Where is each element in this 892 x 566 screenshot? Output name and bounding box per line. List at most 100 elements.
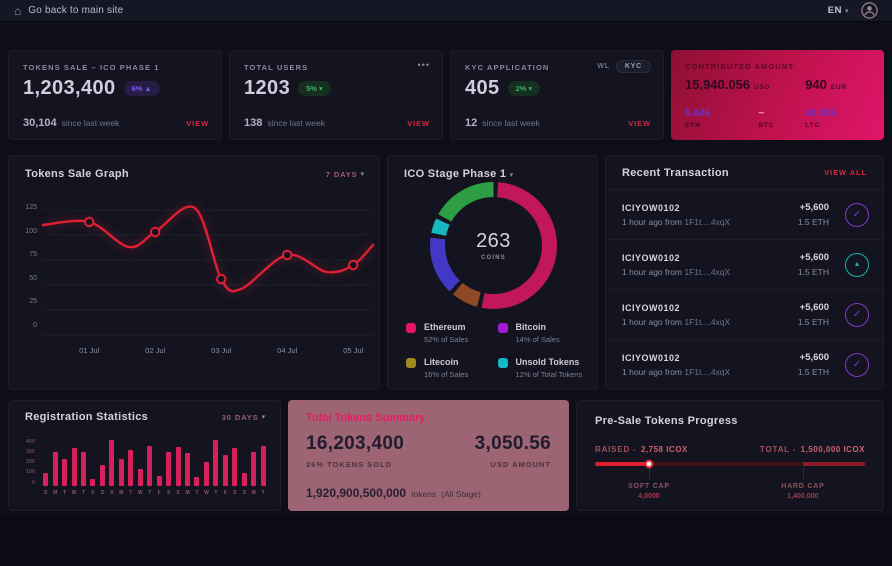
registration-bar: T	[60, 440, 69, 496]
topbar: ⌂ Go back to main site EN ▾	[0, 0, 892, 22]
raised-label-group: RAISED - 2,758 ICOX	[595, 445, 688, 454]
transaction-row[interactable]: ICIYOW0102 1 hour ago from 1F1t....4xqX +5…	[606, 340, 883, 389]
total-tokens-note: (All Stage)	[441, 489, 481, 499]
tx-amount: +5,600	[799, 302, 829, 313]
view-link[interactable]: VIEW	[407, 119, 430, 128]
tx-id: ICIYOW0102	[622, 302, 681, 313]
chevron-down-icon: ▾	[844, 7, 849, 15]
usd-unit: USD	[754, 84, 771, 91]
total-label-group: TOTAL - 1,500,000 ICOX	[759, 445, 865, 454]
transaction-row[interactable]: ICIYOW0102 1 hour ago from 1F1t....4xqX +5…	[606, 190, 883, 240]
slider-knob[interactable]	[644, 459, 654, 469]
eth-amount-col: 5.646 ETH	[685, 108, 711, 129]
view-link[interactable]: VIEW	[186, 119, 209, 128]
tx-id: ICIYOW0102	[622, 252, 681, 263]
stat-value: 405	[465, 77, 500, 99]
home-icon: ⌂	[14, 3, 22, 18]
x-tick-label: 02 Jul	[145, 346, 166, 355]
data-point-marker	[348, 259, 359, 271]
softcap-tick	[649, 468, 650, 479]
presale-progress-slider[interactable]	[595, 459, 865, 479]
raised-track-fill	[595, 462, 649, 466]
stat-value: 1203	[244, 77, 291, 99]
tx-address: 1F1t....4xqX	[684, 216, 731, 227]
tx-address: 1F1t....4xqX	[684, 266, 731, 277]
trend-badge: 6% ▲	[123, 81, 160, 96]
tab-kyc[interactable]: KYC	[615, 60, 651, 73]
language-selector[interactable]: EN ▾	[828, 5, 849, 16]
stat-delta-note: since last week	[267, 118, 325, 128]
tx-status-check-icon[interactable]: ✓	[845, 202, 869, 227]
total-tokens-line: 1,920,900,500,000 tokens (All Stage)	[306, 486, 481, 500]
usd-amount-value: 3,050.56	[474, 433, 551, 454]
registration-bar: T	[145, 440, 154, 496]
registration-bar: S	[41, 440, 50, 496]
card-title: Total Tokens Summary	[306, 412, 426, 424]
contributed-amount-card: CONTRIBUTED AMOUNT 15,940.056 USD 940 EU…	[671, 50, 884, 140]
registration-bar: M	[249, 440, 258, 496]
stat-delta: 30,104	[23, 117, 57, 129]
card-title[interactable]: ICO Stage Phase 1 ▾	[404, 168, 514, 180]
more-options-icon[interactable]: •••	[417, 60, 430, 70]
view-link[interactable]: VIEW	[628, 119, 651, 128]
usd-amount-note: USD AMOUNT	[490, 460, 551, 469]
total-tokens-summary-card: Total Tokens Summary 16,203,400 26% TOKE…	[288, 400, 569, 511]
transaction-row[interactable]: ICIYOW0102 1 hour ago from 1F1t....4xqX +5…	[606, 290, 883, 340]
chevron-down-icon: ▾	[261, 414, 266, 421]
soft-cap-marker: SOFT CAP 4,0000	[628, 483, 670, 500]
tokens-sold-note: 26% TOKENS SOLD	[306, 460, 393, 469]
back-label: Go back to main site	[28, 5, 124, 16]
registration-bar: T	[79, 440, 88, 496]
card-label: CONTRIBUTED AMOUNT	[685, 62, 795, 71]
tx-status-check-icon[interactable]: ✓	[845, 302, 869, 327]
trend-badge: 2% ▾	[507, 81, 541, 96]
x-tick-label: 01 Jul	[79, 346, 100, 355]
registration-bar: S	[230, 440, 239, 496]
total-tokens-value: 1,920,900,500,000	[306, 486, 407, 500]
tx-status-triangle-icon[interactable]: ▲	[845, 252, 869, 277]
registration-bar: W	[136, 440, 145, 496]
registration-bar: W	[202, 440, 211, 496]
tx-status-check-icon[interactable]: ✓	[845, 352, 869, 377]
ltc-amount-col: 40.506 LTC	[805, 108, 836, 129]
data-point-marker	[216, 273, 227, 285]
registration-bar: T	[258, 440, 267, 496]
range-dropdown[interactable]: 30 DAYS ▾	[221, 412, 266, 422]
data-point-marker	[150, 226, 161, 238]
tab-wl[interactable]: WL	[597, 63, 610, 70]
trend-down-icon: ▾	[318, 84, 323, 93]
ethereum-swatch	[406, 323, 416, 333]
hard-cap-value: 1,400,000	[787, 493, 819, 500]
registration-bar: T	[192, 440, 201, 496]
stat-value: 1,203,400	[23, 77, 116, 99]
data-point-marker	[282, 249, 293, 261]
total-value: 1,500,000 ICOX	[800, 445, 865, 454]
registration-bar: M	[50, 440, 59, 496]
transaction-list: ICIYOW0102 1 hour ago from 1F1t....4xqX +5…	[606, 190, 883, 389]
stat-card-total-users: TOTAL USERS ••• 1203 5% ▾ 138 since last …	[229, 50, 443, 140]
user-avatar[interactable]	[861, 2, 878, 19]
back-to-main-site-link[interactable]: ⌂ Go back to main site	[14, 5, 123, 17]
data-point-marker	[84, 216, 95, 228]
legend-item-unsold-tokens: Unsold Tokens 12% of Total Tokens	[497, 357, 590, 379]
tx-time: 1 hour ago from 1F1t....4xqX	[622, 366, 731, 377]
ico-stage-card: ICO Stage Phase 1 ▾ 263 COINS Ethereum 52…	[387, 155, 598, 390]
y-axis-labels: 400 300 200 100 0	[25, 439, 35, 486]
language-label: EN	[827, 5, 842, 16]
registration-bar: S	[240, 440, 249, 496]
stat-delta: 138	[244, 117, 263, 129]
transaction-row[interactable]: ICIYOW0102 1 hour ago from 1F1t....4xqX +5…	[606, 240, 883, 290]
tx-coin: 1.5 ETH	[797, 217, 829, 227]
stat-delta: 12	[465, 117, 478, 129]
trend-down-icon: ▾	[528, 84, 533, 93]
range-dropdown[interactable]: 7 DAYS ▾	[325, 169, 365, 179]
stat-card-kyc-application: KYC APPLICATION WL KYC 405 2% ▾ 12 since …	[450, 50, 664, 140]
eur-amount: 940	[805, 77, 827, 92]
registration-bar: W	[69, 440, 78, 496]
registration-bar: F	[221, 440, 230, 496]
presale-progress-card: Pre-Sale Tokens Progress RAISED - 2,758 …	[576, 400, 884, 511]
tokens-sold-block: 16,203,400 26% TOKENS SOLD	[306, 433, 404, 469]
coins-label: COINS	[480, 255, 506, 261]
view-all-link[interactable]: VIEW ALL	[824, 168, 867, 177]
x-tick-label: 03 Jul	[211, 346, 232, 355]
